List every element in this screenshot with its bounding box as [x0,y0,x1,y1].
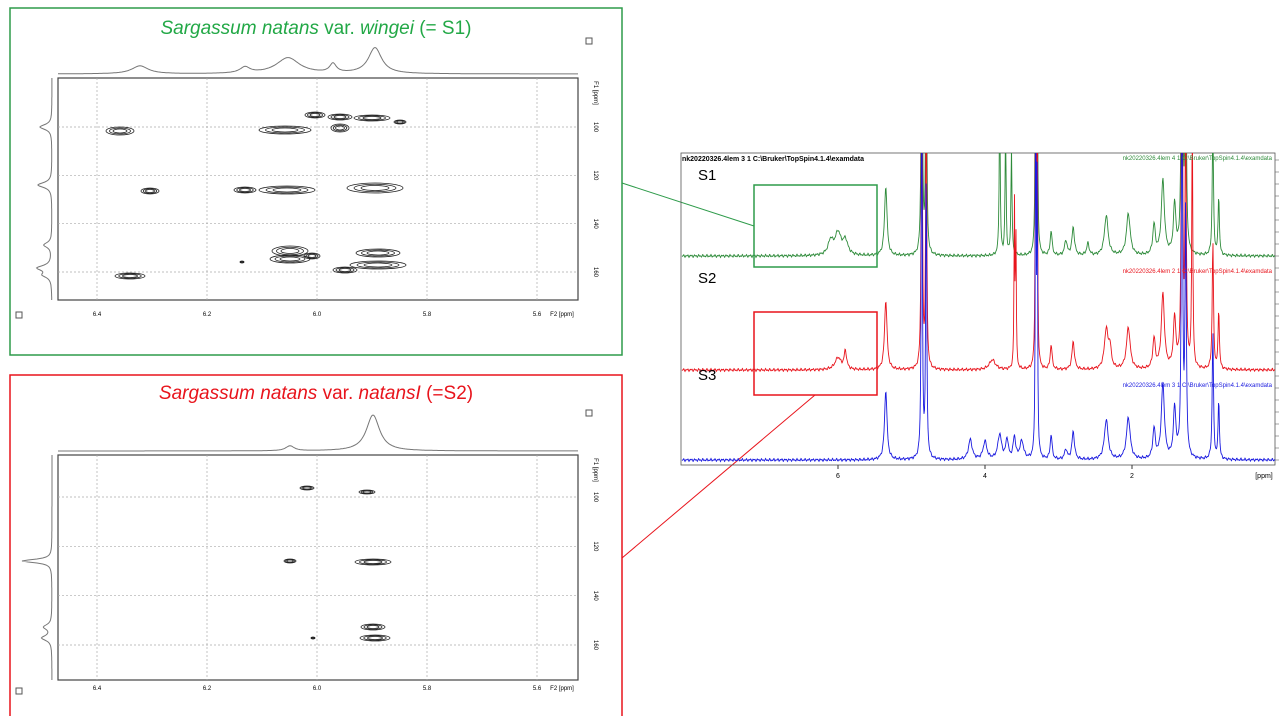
title-part: var. [324,18,355,39]
contour [287,560,293,562]
contour [308,255,316,258]
trace-info: nk20220326.4lem 3 1 C:\Bruker\TopSpin4.1… [1123,383,1273,389]
trace-label: S3 [698,367,716,384]
trace-info: nk20220326.4lem 4 1 C:\Bruker\TopSpin4.1… [1123,156,1273,162]
x-axis-label: F2 [ppm] [550,312,574,318]
x-tick-label: 6.2 [203,686,212,692]
y-tick-label: 160 [592,640,598,651]
panel-title: Sargassum natans var. wingei (= S1) [10,18,622,40]
y-tick-label: 100 [592,492,598,503]
contour [113,129,127,133]
marker [16,688,22,694]
y-tick-label: 120 [592,541,598,552]
contour [280,257,300,261]
contour [310,114,320,117]
x-tick-label: 5.8 [423,312,432,318]
x-tick-label: 6.4 [93,312,102,318]
y-tick-label: 140 [592,591,598,602]
marker [586,410,592,416]
x-tick-label: 6.4 [93,686,102,692]
x-axis-label: [ppm] [1255,473,1273,480]
trace-info: nk20220326.4lem 2 1 C:\Bruker\TopSpin4.1… [1123,269,1273,275]
title-part: (= S1) [419,18,471,39]
title-part: wingei [360,18,414,39]
projection [37,78,52,300]
title-part: var. [323,383,354,404]
x-tick-label: 5.6 [533,312,542,318]
x-tick-label: 6.0 [313,312,322,318]
spectrum-area [682,0,1275,462]
title-part: Sargassum natans [160,18,318,39]
plot-frame [58,78,578,300]
contour [363,117,381,120]
x-tick-label: 6.2 [203,312,212,318]
x-tick-label: 5.8 [423,686,432,692]
spectrum-trace [682,46,1275,461]
y-tick-label: 120 [592,170,598,181]
contour [364,263,392,267]
contour [304,487,311,489]
contour [363,491,371,493]
trace-label: S2 [698,270,716,287]
contour [367,251,389,255]
title-part: (=S2) [426,383,473,404]
x-tick-label: 6.0 [313,686,322,692]
drawing: 6.4 6.2 6.0 5.8 5.6 F2 [ppm] 100 120 140 160 F1 [p… [16,0,1279,694]
spectrum-header: nk20220326.4lem 3 1 C:\Bruker\TopSpin4.1… [682,156,864,163]
title-part: natansI [359,383,421,404]
contour [146,190,155,193]
panel-frame [10,375,622,716]
contour [241,262,243,263]
contour [312,638,314,639]
marker [16,312,22,318]
contour [397,121,403,123]
contour [336,126,345,130]
y-axis-label: F1 [ppm] [592,458,598,482]
contour [364,561,382,564]
contour [273,188,301,192]
x-tick-label: 2 [1130,473,1134,480]
contour [240,189,251,192]
contour [123,275,138,278]
x-axis-label: F2 [ppm] [550,686,574,692]
figure: 6.4 6.2 6.0 5.8 5.6 F2 [ppm] 100 120 140 160 F1 [p… [0,0,1282,716]
x-tick-label: 6 [836,473,840,480]
y-tick-label: 100 [592,122,598,133]
plot-frame [58,455,578,680]
y-tick-label: 140 [592,219,598,230]
x-tick-label: 4 [983,473,987,480]
contour [339,269,351,272]
contour [367,626,379,629]
projection [22,455,52,680]
trace-label: S1 [698,167,716,184]
contour [281,249,299,254]
contour [334,116,346,119]
y-tick-label: 160 [592,267,598,278]
zoom-box [754,312,877,395]
panel-frame [10,8,622,355]
y-axis-label: F1 [ppm] [592,81,598,105]
connector [622,183,754,226]
projection [58,48,578,74]
contour [361,186,389,191]
projection [58,415,578,451]
contour [272,128,298,132]
title-part: Sargassum natans [159,383,317,404]
panel-title: Sargassum natans var. natansI (=S2) [10,383,622,405]
connector [622,395,815,558]
contour [368,637,383,640]
x-tick-label: 5.6 [533,686,542,692]
page: 6.4 6.2 6.0 5.8 5.6 F2 [ppm] 100 120 140 160 F1 [p… [0,0,1282,716]
